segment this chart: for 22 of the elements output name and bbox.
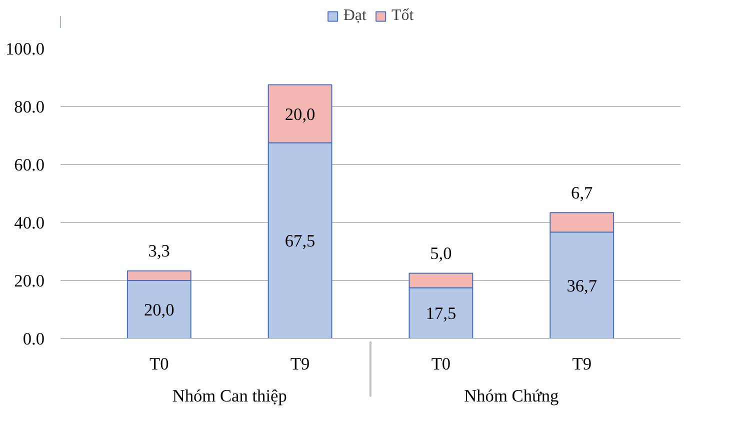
legend-label: Đạt: [343, 7, 366, 25]
x-tick-label: T9: [290, 354, 310, 374]
data-label: 20,0: [284, 104, 316, 124]
y-tick-label: 0.0: [22, 330, 45, 348]
y-tick-label: 100.0: [6, 40, 45, 58]
y-tick-label: 60.0: [14, 156, 45, 174]
x-tick-label: T9: [572, 354, 592, 374]
data-label: 67,5: [284, 232, 316, 251]
data-label: 6,7: [571, 183, 594, 202]
y-tick-label: 80.0: [14, 98, 45, 116]
legend-label: Tốt: [391, 7, 414, 25]
data-label: 17,5: [426, 304, 456, 324]
data-label: 36,7: [566, 276, 598, 296]
y-tick-label: 20.0: [14, 272, 45, 290]
text: Nhóm Chứng: [464, 386, 560, 406]
x-tick-label: T0: [431, 354, 451, 374]
y-tick-label: 40.0: [14, 214, 45, 232]
data-label: 20,0: [144, 300, 174, 320]
text: Nhóm Can thiệp: [172, 386, 287, 406]
data-label: 3,3: [148, 242, 170, 261]
data-label: 5,0: [430, 244, 452, 263]
x-tick-label: T0: [150, 354, 169, 374]
